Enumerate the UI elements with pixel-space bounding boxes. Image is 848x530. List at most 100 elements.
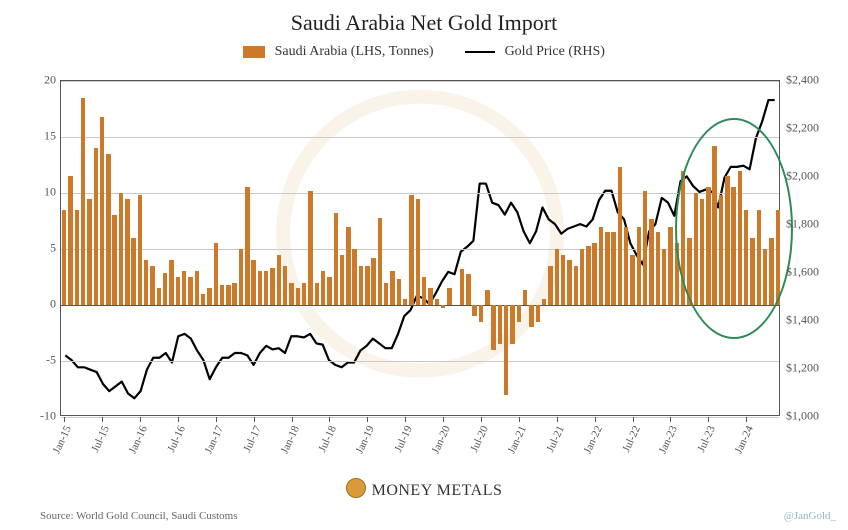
- bar: [460, 269, 464, 305]
- x-tick: Jul-18: [317, 424, 339, 454]
- bar: [491, 305, 495, 350]
- bar: [327, 277, 331, 305]
- bar: [245, 187, 249, 305]
- x-tick: Jul-23: [696, 424, 718, 454]
- bar: [169, 260, 173, 305]
- bar: [523, 290, 527, 305]
- x-tick: Jan-19: [354, 424, 377, 456]
- bar: [81, 98, 85, 305]
- x-tick: Jan-20: [430, 424, 453, 456]
- bar: [157, 288, 161, 305]
- bar: [517, 305, 521, 322]
- bar: [334, 213, 338, 305]
- bar: [567, 260, 571, 305]
- bar: [302, 283, 306, 305]
- x-tick: Jul-17: [241, 424, 263, 454]
- bar: [643, 191, 647, 305]
- bar: [378, 218, 382, 305]
- bar: [207, 288, 211, 305]
- bar: [611, 232, 615, 305]
- x-tick: Jan-22: [581, 424, 604, 456]
- bar: [472, 305, 476, 316]
- bar: [232, 283, 236, 305]
- bar: [75, 210, 79, 305]
- bar: [479, 305, 483, 322]
- y-right-tick: $1,200: [786, 361, 840, 376]
- bar: [214, 243, 218, 305]
- bar: [384, 283, 388, 305]
- bar: [270, 268, 274, 305]
- bar: [308, 191, 312, 305]
- bar: [264, 271, 268, 305]
- y-left-tick: -10: [22, 409, 56, 424]
- x-tick: Jul-19: [393, 424, 415, 454]
- bar: [371, 258, 375, 305]
- bar: [416, 199, 420, 305]
- bar: [390, 271, 394, 305]
- legend-line-label: Gold Price (RHS): [505, 44, 605, 59]
- legend-bar-label: Saudi Arabia (LHS, Tonnes): [275, 44, 434, 59]
- coin-icon: [346, 478, 366, 498]
- x-tick: Jan-24: [733, 424, 756, 456]
- bar: [561, 255, 565, 305]
- bar: [352, 249, 356, 305]
- bar: [662, 249, 666, 305]
- bar: [182, 271, 186, 305]
- bar: [510, 305, 514, 344]
- bar: [315, 283, 319, 305]
- bar: [422, 277, 426, 305]
- brand-logo: MONEY METALS: [0, 478, 848, 500]
- y-right-tick: $1,000: [786, 409, 840, 424]
- bar: [68, 176, 72, 305]
- source-text: Source: World Gold Council, Saudi Custom…: [40, 510, 238, 522]
- x-tick: Jul-21: [544, 424, 566, 454]
- bar: [441, 305, 445, 308]
- brand-text: MONEY METALS: [372, 482, 503, 499]
- bar: [277, 255, 281, 305]
- bar: [599, 227, 603, 305]
- bar: [163, 273, 167, 305]
- legend-bar-swatch: [243, 46, 265, 58]
- bar: [112, 215, 116, 305]
- legend: Saudi Arabia (LHS, Tonnes) Gold Price (R…: [0, 44, 848, 60]
- bar: [605, 232, 609, 305]
- bar: [630, 255, 634, 305]
- bar: [125, 199, 129, 305]
- legend-line-swatch: [465, 51, 495, 53]
- x-tick: Jan-15: [51, 424, 74, 456]
- bar: [359, 266, 363, 305]
- bar: [435, 299, 439, 305]
- bar: [258, 271, 262, 305]
- y-right-tick: $2,200: [786, 121, 840, 136]
- plot-area: [60, 80, 780, 416]
- bar: [239, 249, 243, 305]
- bar: [574, 266, 578, 305]
- y-right-tick: $1,600: [786, 265, 840, 280]
- y-right-tick: $2,000: [786, 169, 840, 184]
- bar: [485, 290, 489, 305]
- bar: [106, 154, 110, 305]
- bar: [656, 232, 660, 305]
- bar: [87, 199, 91, 305]
- x-tick: Jan-17: [202, 424, 225, 456]
- bar: [62, 210, 66, 305]
- x-tick: Jan-18: [278, 424, 301, 456]
- bar: [119, 193, 123, 305]
- y-right-tick: $1,400: [786, 313, 840, 328]
- bar: [176, 277, 180, 305]
- bar: [340, 255, 344, 305]
- bar: [548, 266, 552, 305]
- y-left-tick: 10: [22, 185, 56, 200]
- bar: [321, 271, 325, 305]
- bar: [580, 249, 584, 305]
- bar: [251, 260, 255, 305]
- bar: [618, 167, 622, 305]
- bar: [428, 288, 432, 305]
- bar: [94, 148, 98, 305]
- chart-container: Saudi Arabia Net Gold Import Saudi Arabi…: [0, 0, 848, 530]
- bar: [637, 227, 641, 305]
- bar: [283, 266, 287, 305]
- y-left-tick: 15: [22, 129, 56, 144]
- y-left-tick: 20: [22, 73, 56, 88]
- bar: [498, 305, 502, 344]
